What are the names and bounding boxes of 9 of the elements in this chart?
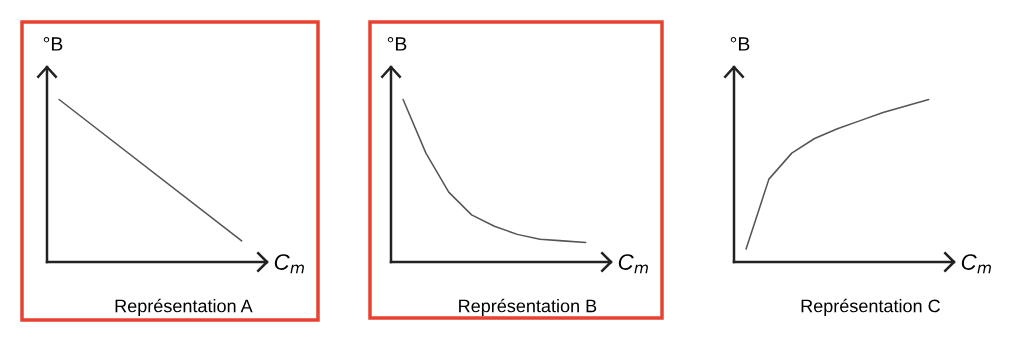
x-axis-title: C$_{m}$ — [961, 254, 991, 274]
text: Représentation C — [801, 298, 940, 316]
y-axis-title: °B — [387, 37, 407, 51]
x-axis-title: C$_{m}$ — [618, 254, 648, 274]
y-axis-title: °B — [730, 37, 750, 51]
y-axis-title: °B — [43, 37, 63, 51]
text: Représentation A — [115, 298, 253, 316]
text: Représentation B — [459, 298, 597, 316]
x-axis-title: C$_{m}$ — [274, 254, 304, 274]
